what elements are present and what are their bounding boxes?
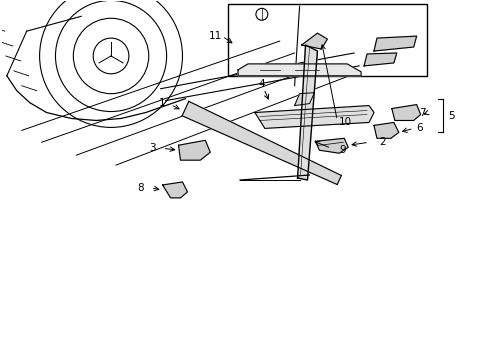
Text: 5: 5 bbox=[448, 111, 455, 121]
Text: 1: 1 bbox=[159, 98, 166, 108]
Polygon shape bbox=[364, 53, 397, 66]
Text: 10: 10 bbox=[339, 117, 352, 127]
Text: 3: 3 bbox=[149, 143, 156, 153]
Polygon shape bbox=[294, 93, 315, 105]
Polygon shape bbox=[392, 105, 420, 121]
Polygon shape bbox=[163, 182, 188, 198]
Text: 4: 4 bbox=[259, 79, 265, 89]
Polygon shape bbox=[297, 45, 318, 180]
Polygon shape bbox=[182, 102, 342, 184]
Text: 6: 6 bbox=[416, 123, 423, 134]
Polygon shape bbox=[316, 138, 348, 153]
Text: 2: 2 bbox=[379, 137, 386, 147]
Circle shape bbox=[93, 38, 129, 74]
Text: 9: 9 bbox=[339, 145, 346, 155]
Text: 11: 11 bbox=[209, 31, 222, 41]
Polygon shape bbox=[374, 36, 416, 51]
Polygon shape bbox=[301, 33, 327, 49]
Text: 7: 7 bbox=[418, 108, 425, 117]
Text: 8: 8 bbox=[137, 183, 144, 193]
Polygon shape bbox=[178, 140, 210, 160]
Polygon shape bbox=[238, 64, 361, 76]
Polygon shape bbox=[255, 105, 374, 129]
Polygon shape bbox=[374, 122, 399, 138]
Bar bbox=[228, 4, 427, 76]
